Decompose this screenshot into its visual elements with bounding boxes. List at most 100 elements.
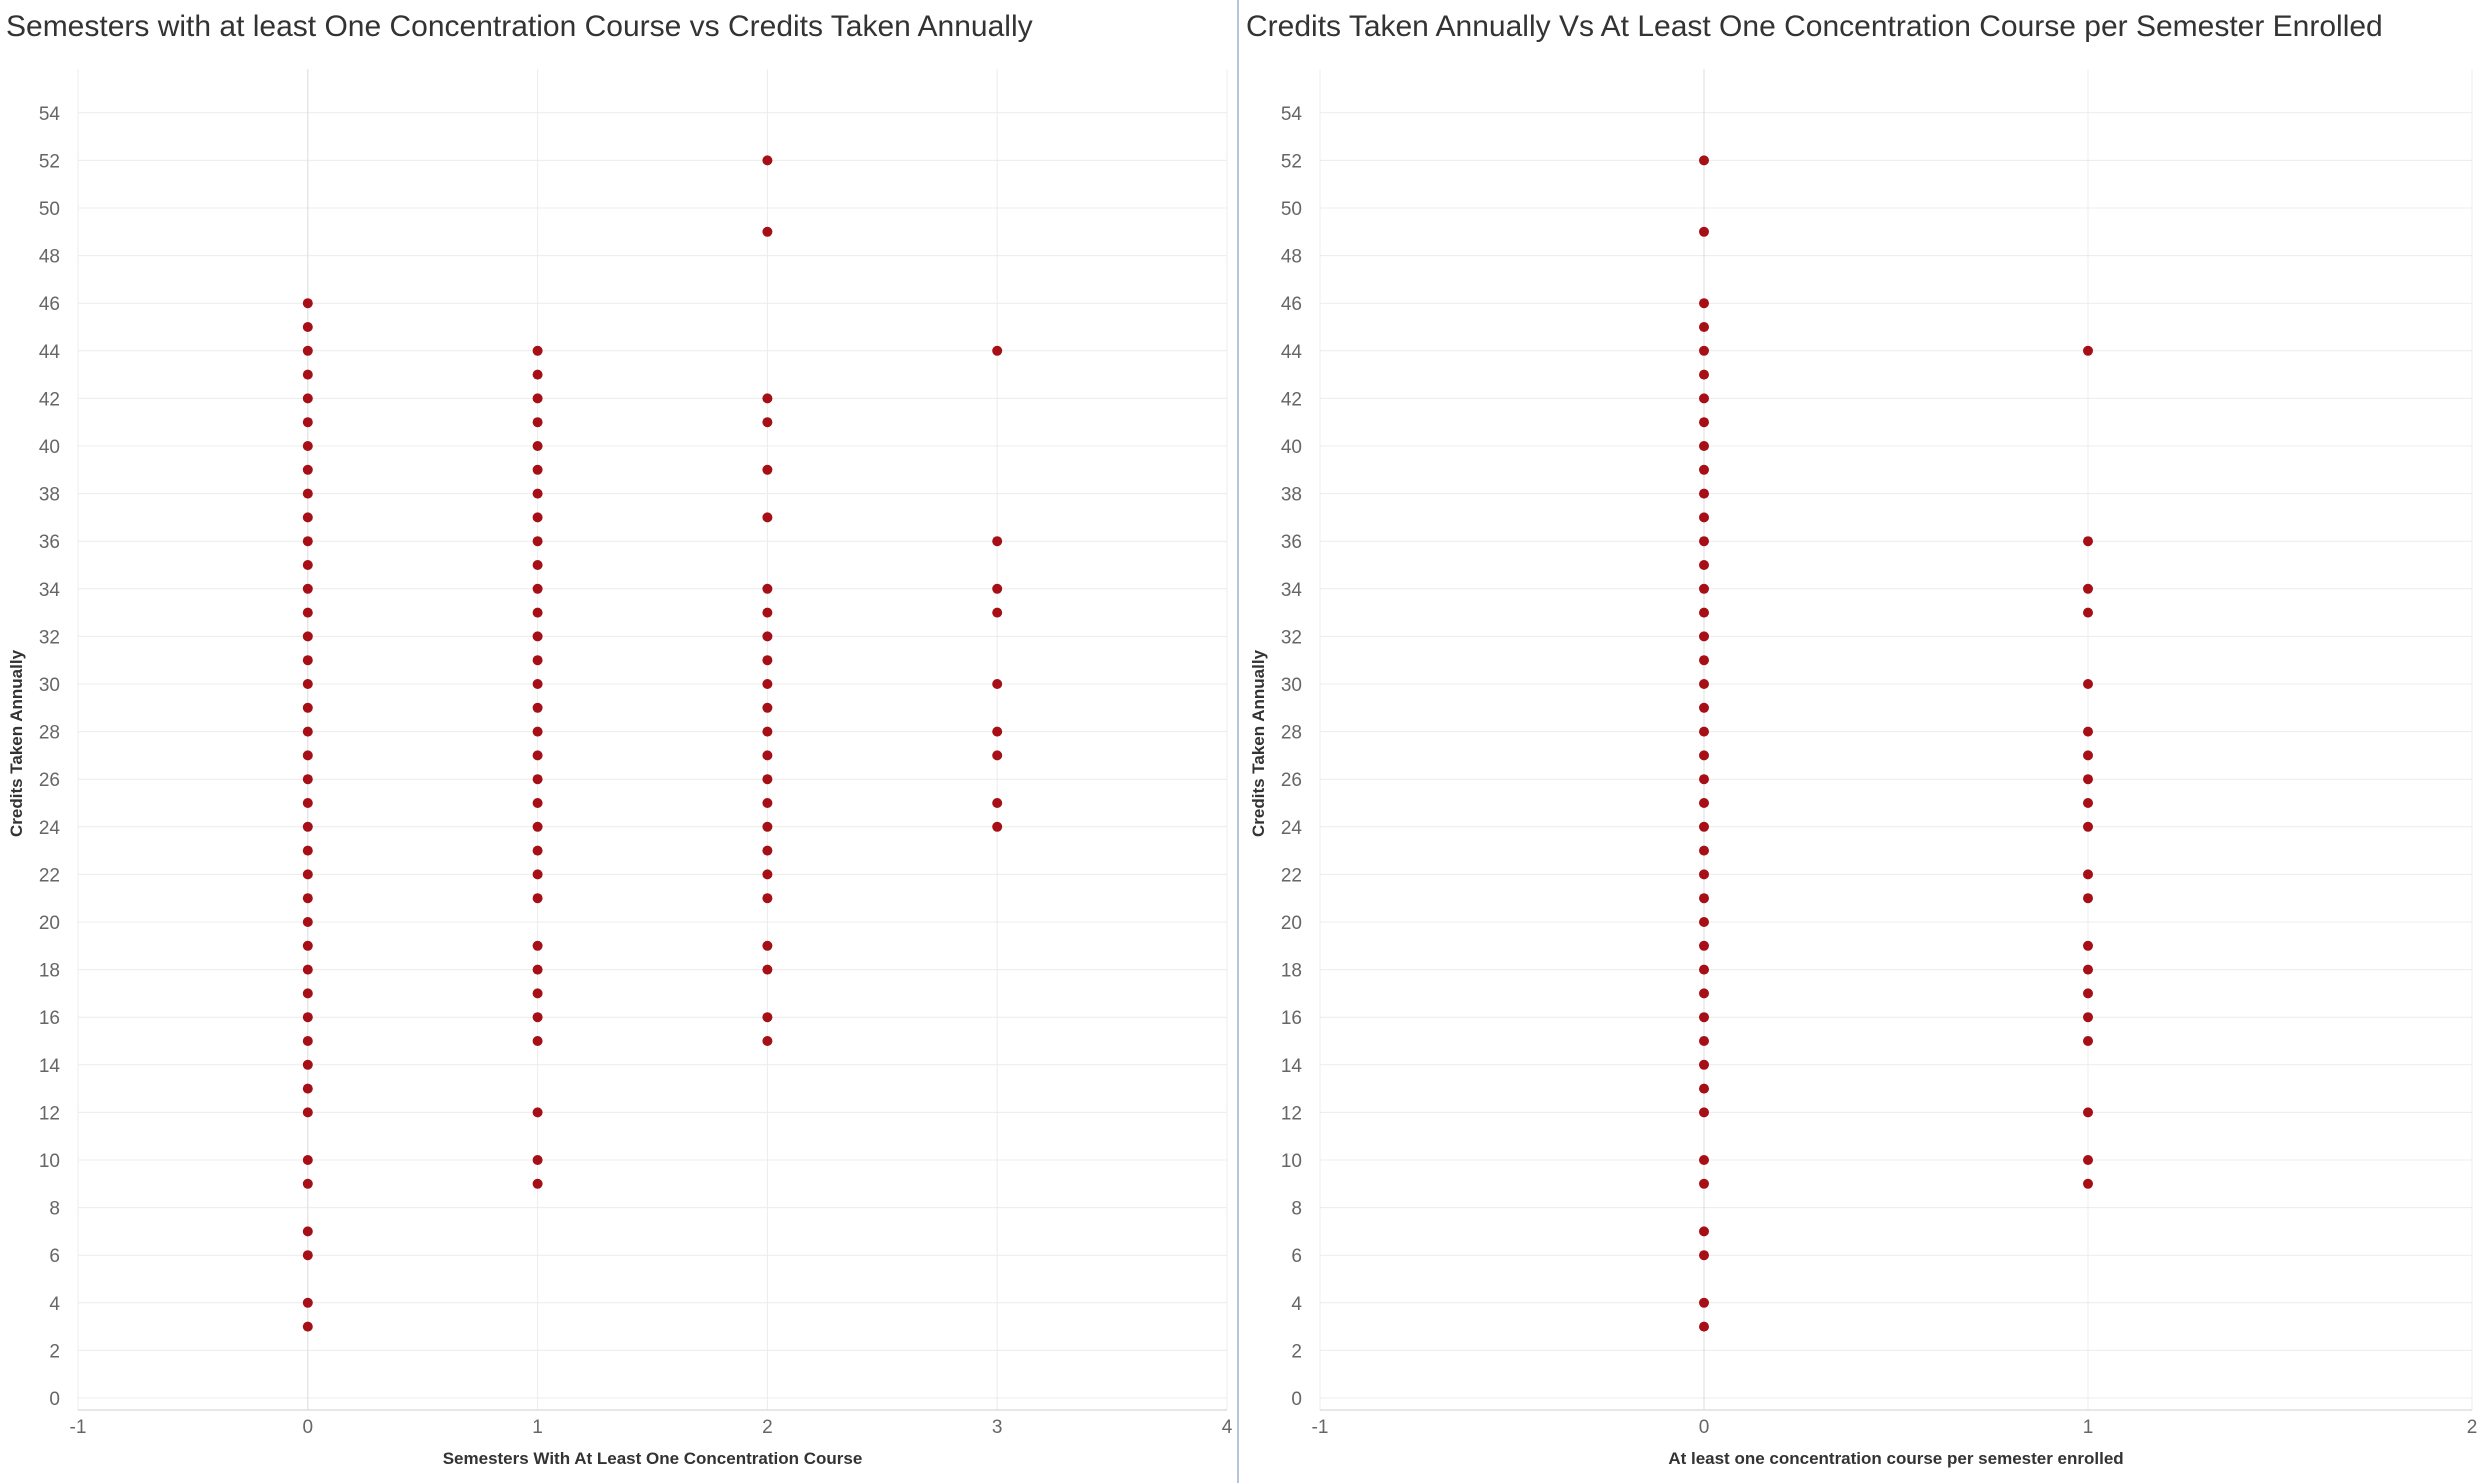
right-data-point[interactable] [1699,441,1709,451]
right-data-point[interactable] [2083,1012,2093,1023]
left-data-point[interactable] [302,940,313,951]
left-data-point[interactable] [302,1155,313,1165]
right-data-point[interactable] [1699,917,1709,927]
right-data-point[interactable] [2083,1036,2093,1046]
right-data-point[interactable] [1699,1321,1709,1332]
left-data-point[interactable] [532,702,543,713]
right-data-point[interactable] [1699,1012,1709,1023]
left-data-point[interactable] [532,393,543,404]
right-data-point[interactable] [1699,726,1709,737]
left-data-point[interactable] [532,1036,543,1046]
right-data-point[interactable] [1699,655,1709,666]
left-data-point[interactable] [762,964,773,975]
right-data-point[interactable] [1699,464,1709,475]
left-data-point[interactable] [302,964,313,975]
right-data-point[interactable] [1699,345,1709,356]
left-data-point[interactable] [302,821,313,832]
left-data-point[interactable] [532,345,543,356]
left-data-point[interactable] [302,488,313,499]
left-data-point[interactable] [762,774,773,785]
right-data-point[interactable] [1699,1083,1709,1094]
left-data-point[interactable] [532,583,543,594]
right-data-point[interactable] [2083,940,2093,951]
left-data-point[interactable] [532,774,543,785]
right-data-point[interactable] [1699,988,1709,999]
left-data-point[interactable] [532,821,543,832]
right-data-point[interactable] [2083,869,2093,880]
left-data-point[interactable] [302,726,313,737]
left-data-point[interactable] [992,798,1003,808]
left-data-point[interactable] [992,607,1003,618]
left-data-point[interactable] [532,631,543,642]
left-data-point[interactable] [302,1226,313,1237]
left-data-point[interactable] [532,869,543,880]
left-data-point[interactable] [302,750,313,761]
left-data-point[interactable] [532,798,543,808]
left-data-point[interactable] [302,583,313,594]
left-data-point[interactable] [532,1107,543,1118]
left-data-point[interactable] [532,726,543,737]
left-data-point[interactable] [302,441,313,451]
right-data-point[interactable] [1699,560,1709,570]
left-data-point[interactable] [302,1321,313,1332]
right-data-point[interactable] [2083,607,2093,618]
right-data-point[interactable] [2083,1178,2093,1189]
left-data-point[interactable] [762,679,773,689]
left-data-point[interactable] [762,726,773,737]
left-data-point[interactable] [992,750,1003,761]
right-data-point[interactable] [1699,1250,1709,1261]
right-data-point[interactable] [1699,607,1709,618]
left-data-point[interactable] [302,988,313,999]
left-data-point[interactable] [532,845,543,856]
right-data-point[interactable] [2083,964,2093,975]
left-data-point[interactable] [762,1012,773,1023]
right-data-point[interactable] [1699,512,1709,523]
left-data-point[interactable] [302,1297,313,1308]
left-data-point[interactable] [762,464,773,475]
left-data-point[interactable] [532,679,543,689]
right-data-point[interactable] [2083,893,2093,904]
left-data-point[interactable] [762,393,773,404]
right-data-point[interactable] [1699,869,1709,880]
right-data-point[interactable] [2083,821,2093,832]
right-data-point[interactable] [2083,583,2093,594]
left-data-point[interactable] [532,441,543,451]
right-data-point[interactable] [1699,940,1709,951]
right-data-point[interactable] [1699,750,1709,761]
left-data-point[interactable] [532,1178,543,1189]
left-data-point[interactable] [532,512,543,523]
left-data-point[interactable] [532,940,543,951]
right-data-point[interactable] [2083,726,2093,737]
left-data-point[interactable] [992,679,1003,689]
left-data-point[interactable] [532,1155,543,1165]
left-data-point[interactable] [532,1012,543,1023]
left-data-point[interactable] [302,345,313,356]
left-data-point[interactable] [532,417,543,428]
left-data-point[interactable] [302,322,313,332]
right-data-point[interactable] [1699,774,1709,785]
left-data-point[interactable] [762,940,773,951]
right-data-point[interactable] [1699,1036,1709,1046]
right-data-point[interactable] [2083,750,2093,761]
left-data-point[interactable] [762,417,773,428]
left-data-point[interactable] [302,1012,313,1023]
left-data-point[interactable] [762,607,773,618]
left-data-point[interactable] [762,155,773,166]
left-data-point[interactable] [532,750,543,761]
left-data-point[interactable] [762,750,773,761]
left-data-point[interactable] [302,393,313,404]
left-data-point[interactable] [532,893,543,904]
right-data-point[interactable] [1699,798,1709,808]
right-data-point[interactable] [1699,583,1709,594]
right-data-point[interactable] [1699,1155,1709,1165]
right-data-point[interactable] [2083,798,2093,808]
left-data-point[interactable] [992,345,1003,356]
right-data-point[interactable] [2083,345,2093,356]
left-data-point[interactable] [762,512,773,523]
left-data-point[interactable] [762,226,773,237]
right-data-point[interactable] [1699,1297,1709,1308]
left-data-point[interactable] [302,298,313,309]
right-data-point[interactable] [2083,774,2093,785]
left-data-point[interactable] [302,679,313,689]
left-data-point[interactable] [532,560,543,570]
